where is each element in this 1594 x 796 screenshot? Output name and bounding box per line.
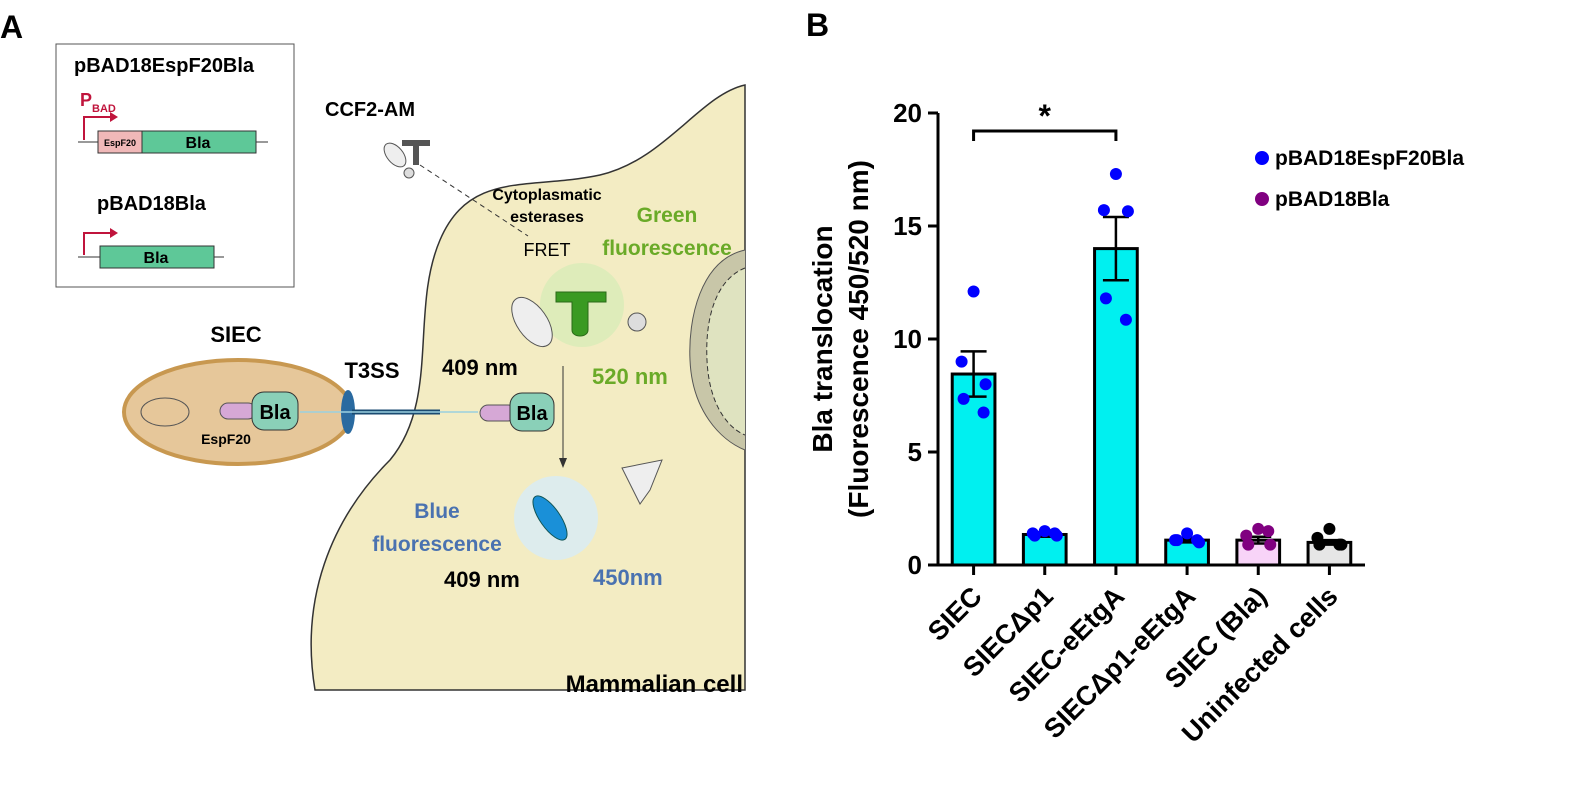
- data-point: [1171, 534, 1184, 547]
- data-point: [1262, 525, 1275, 538]
- y-tick-label: 15: [893, 211, 922, 241]
- emission-label: Green: [637, 204, 698, 227]
- data-point: [1252, 522, 1265, 535]
- legend-label: pBAD18EspF20Bla: [1275, 147, 1464, 170]
- data-point: [1313, 538, 1326, 551]
- panel-a: A pBAD18EspF20Bla PBAD EspF20 Bla pBAD18…: [0, 9, 746, 698]
- arrow-head: [110, 112, 118, 122]
- data-point: [957, 392, 970, 405]
- data-point: [1109, 168, 1122, 181]
- data-point: [1097, 204, 1110, 217]
- protein-label: Bla: [516, 403, 548, 425]
- data-point: [977, 406, 990, 419]
- data-point: [1191, 534, 1204, 547]
- construct-label: pBAD18Bla: [97, 193, 207, 215]
- emission-label: fluorescence: [602, 237, 732, 260]
- y-tick-label: 5: [908, 437, 922, 467]
- promoter: PBAD: [80, 90, 116, 115]
- bacterium-label: SIEC: [210, 322, 261, 347]
- bar: [950, 372, 997, 567]
- wavelength-label: 520 nm: [592, 364, 668, 389]
- y-axis-label: Bla translocation: [807, 225, 838, 452]
- data-point: [1333, 538, 1346, 551]
- bla-icon: [509, 392, 555, 432]
- legend-label: pBAD18Bla: [1275, 188, 1390, 211]
- data-point: [1038, 525, 1051, 538]
- system-label: T3SS: [344, 358, 399, 383]
- emission-label: fluorescence: [372, 533, 502, 556]
- gene-label: Bla: [186, 135, 211, 152]
- y-tick-label: 10: [893, 324, 922, 354]
- ccf2-icon: [403, 167, 415, 179]
- bla-box: [99, 245, 215, 269]
- enzyme-label: esterases: [510, 209, 584, 226]
- data-point: [1264, 538, 1277, 551]
- ccf2-icon: [402, 140, 430, 165]
- construct-label: pBAD18EspF20Bla: [74, 55, 255, 77]
- gene-label: EspF20: [104, 138, 136, 148]
- bla-icon: [251, 391, 299, 431]
- mammalian-cell: [310, 84, 746, 691]
- data-point: [1048, 527, 1061, 540]
- significance-bracket: [972, 129, 1118, 141]
- legend-marker: [1255, 192, 1269, 206]
- legend-marker: [1255, 151, 1269, 165]
- enzyme-label: Cytoplasmatic: [492, 187, 601, 204]
- bla-box: [141, 130, 257, 154]
- ccf2-icon: [383, 142, 407, 168]
- ccf2-part: [511, 297, 553, 347]
- y-tick-label: 0: [908, 550, 922, 580]
- ccf2-part: [532, 495, 568, 541]
- data-point: [1028, 529, 1041, 542]
- data-point: [1323, 522, 1336, 535]
- data-point: [955, 355, 968, 368]
- plasmid: [140, 397, 190, 427]
- panel-label: A: [0, 9, 23, 45]
- data-point: [1242, 538, 1255, 551]
- ccf2-part: [621, 459, 663, 505]
- data-point: [1240, 529, 1253, 542]
- protein-label: EspF20: [201, 431, 251, 447]
- espf20-icon: [219, 402, 257, 420]
- arrow: [419, 164, 529, 237]
- panel-label: B: [806, 7, 829, 43]
- significance-label: *: [1039, 98, 1052, 134]
- wavelength-label: 409 nm: [444, 567, 520, 592]
- wavelength-label: 450nm: [593, 565, 663, 590]
- data-point: [1121, 205, 1134, 218]
- arrow-head: [110, 228, 118, 238]
- data-point: [967, 285, 980, 298]
- data-point: [979, 378, 992, 391]
- promoter-arrow: [83, 232, 112, 255]
- substrate-label: CCF2-AM: [325, 99, 415, 121]
- y-tick-label: 20: [893, 98, 922, 128]
- x-tick-label: SIEC: [922, 581, 988, 647]
- arrow-head: [559, 458, 567, 468]
- cell-label: Mammalian cell: [566, 671, 743, 698]
- data-point: [1119, 313, 1132, 326]
- nucleus-inner: [706, 267, 746, 436]
- ccf2-part: [627, 312, 647, 332]
- data-point: [1099, 292, 1112, 305]
- promoter-arrow: [83, 116, 112, 140]
- gene-label: Bla: [144, 250, 169, 267]
- fret-label: FRET: [524, 240, 571, 260]
- panel-b: B Bla translocation (Fluorescence 450/52…: [806, 7, 1464, 749]
- ccf2-part: [555, 291, 607, 337]
- y-axis-label: (Fluorescence 450/520 nm): [843, 160, 874, 518]
- wavelength-label: 409 nm: [442, 355, 518, 380]
- data-point: [1181, 527, 1194, 540]
- emission-label: Blue: [414, 500, 460, 523]
- protein-label: Bla: [259, 402, 291, 424]
